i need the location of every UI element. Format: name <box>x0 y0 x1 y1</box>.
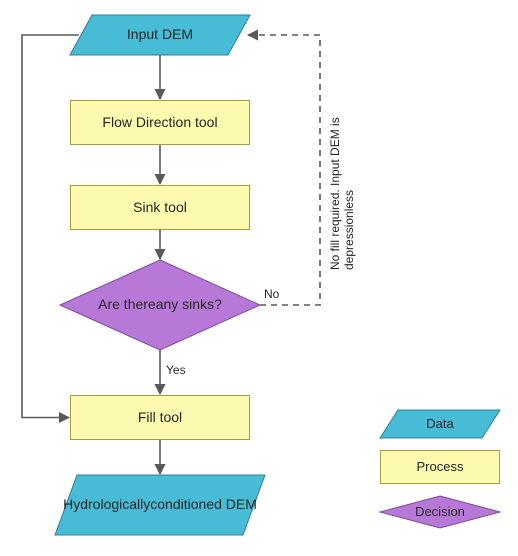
legend-process: Process <box>380 450 500 484</box>
edge-label-yes: Yes <box>166 363 186 377</box>
node-decision: Are thereany sinks? <box>60 260 260 350</box>
edge-label-no: No <box>264 287 279 301</box>
node-sink-tool: Sink tool <box>70 185 250 230</box>
node-output-dem: Hydrologicallyconditioned DEM <box>55 475 265 535</box>
no-fill-note: No fill required. Input DEM is depressio… <box>328 70 356 270</box>
flowchart-stage: Input DEM Flow Direction tool Sink tool Are… <box>0 0 518 556</box>
node-flow-dir: Flow Direction tool <box>70 100 250 145</box>
node-fill-tool: Fill tool <box>70 395 250 440</box>
legend-data: Data <box>380 410 500 438</box>
node-input-dem: Input DEM <box>70 15 250 55</box>
legend-decision: Decision <box>380 496 500 528</box>
